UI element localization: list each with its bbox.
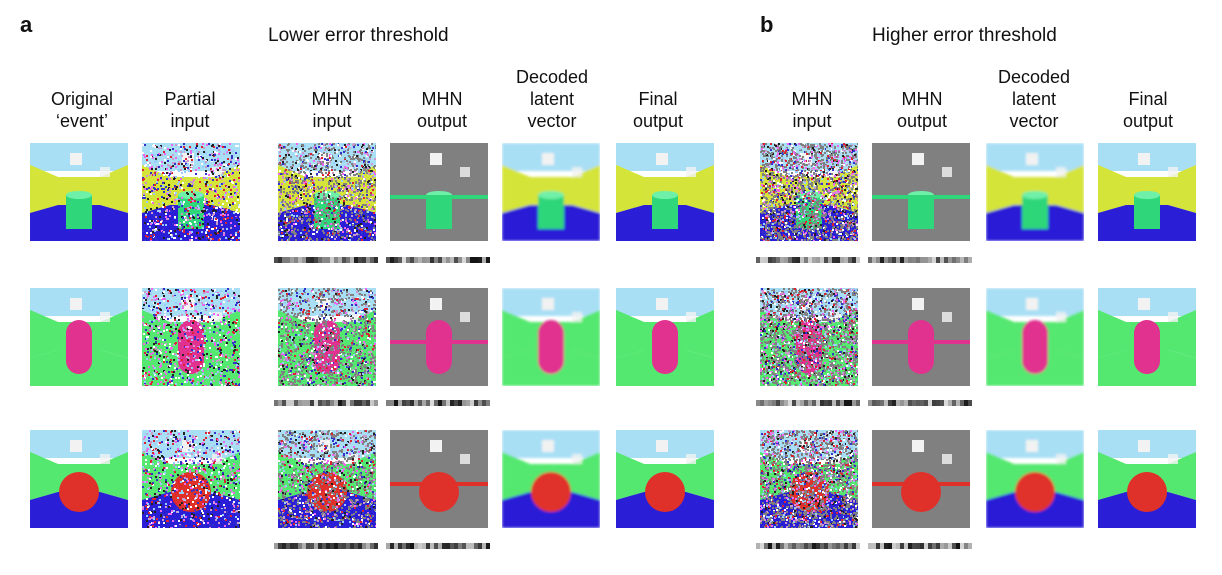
col-header-mhn-input-b: MHN input (791, 89, 833, 131)
col-header-mhn-output-b: MHN output (896, 89, 948, 131)
latent-code-bar (386, 543, 490, 549)
scene-image-sphere-partial-noisy (142, 430, 240, 528)
scene-image-sphere-mhnOutA-maskA (390, 430, 488, 528)
scene-image-sphere-finB-full (1098, 430, 1196, 528)
col-header-decoded-latent-b: Decoded latent vector (997, 67, 1071, 131)
latent-code-bar (274, 257, 378, 263)
latent-code-bar (756, 400, 860, 406)
panel-label-b: b (760, 12, 774, 37)
latent-code-bar (756, 257, 860, 263)
col-header-decoded-latent-a: Decoded latent vector (515, 67, 589, 131)
latent-code-bar (274, 543, 378, 549)
col-header-final-output-a: Final output (632, 89, 684, 131)
scene-image-sphere-decA-blur (502, 430, 600, 528)
scene-image-capsule-mhnInB-mnoisyB (760, 288, 858, 386)
latent-code-bar (274, 400, 378, 406)
scene-image-capsule-decB-blur (986, 288, 1084, 386)
scene-image-cylinder-partial-noisy (142, 143, 240, 241)
panel-title-a: Lower error threshold (268, 25, 449, 46)
col-header-mhn-input-a: MHN input (311, 89, 353, 131)
scene-image-cylinder-finA-full (616, 143, 714, 241)
latent-code-bar (386, 257, 490, 263)
scene-image-capsule-decA-blur (502, 288, 600, 386)
latent-code-bar (868, 400, 972, 406)
scene-image-cylinder-mhnInB-mnoisyB (760, 143, 858, 241)
col-header-partial-input: Partial input (164, 89, 216, 131)
scene-image-sphere-finA-full (616, 430, 714, 528)
scene-image-cylinder-decB-blur (986, 143, 1084, 241)
scene-image-capsule-finB-full (1098, 288, 1196, 386)
col-header-original-event: Original ‘event’ (50, 89, 114, 131)
scene-image-cylinder-mhnInA-mnoisy (278, 143, 376, 241)
scene-image-capsule-finA-full (616, 288, 714, 386)
scene-image-cylinder-orig-full (30, 143, 128, 241)
scene-image-sphere-decB-blur (986, 430, 1084, 528)
scene-image-capsule-mhnInA-mnoisy (278, 288, 376, 386)
scene-image-sphere-mhnInB-mnoisyB (760, 430, 858, 528)
scene-image-cylinder-finB-full (1098, 143, 1196, 241)
latent-code-bar (868, 257, 972, 263)
latent-code-bar (756, 543, 860, 549)
scene-image-capsule-mhnOutB-maskB (872, 288, 970, 386)
panel-title-b: Higher error threshold (872, 25, 1057, 46)
scene-image-capsule-orig-full (30, 288, 128, 386)
scene-image-sphere-mhnInA-mnoisy (278, 430, 376, 528)
col-header-final-output-b: Final output (1122, 89, 1174, 131)
latent-code-bar (868, 543, 972, 549)
col-header-mhn-output-a: MHN output (416, 89, 468, 131)
scene-image-cylinder-mhnOutB-maskB (872, 143, 970, 241)
panel-label-a: a (20, 12, 33, 37)
latent-code-bar (386, 400, 490, 406)
scene-image-sphere-orig-full (30, 430, 128, 528)
scene-image-cylinder-decA-blur (502, 143, 600, 241)
scene-image-capsule-mhnOutA-maskA (390, 288, 488, 386)
scene-image-capsule-partial-noisy (142, 288, 240, 386)
scene-image-sphere-mhnOutB-maskB (872, 430, 970, 528)
scene-image-cylinder-mhnOutA-maskA (390, 143, 488, 241)
